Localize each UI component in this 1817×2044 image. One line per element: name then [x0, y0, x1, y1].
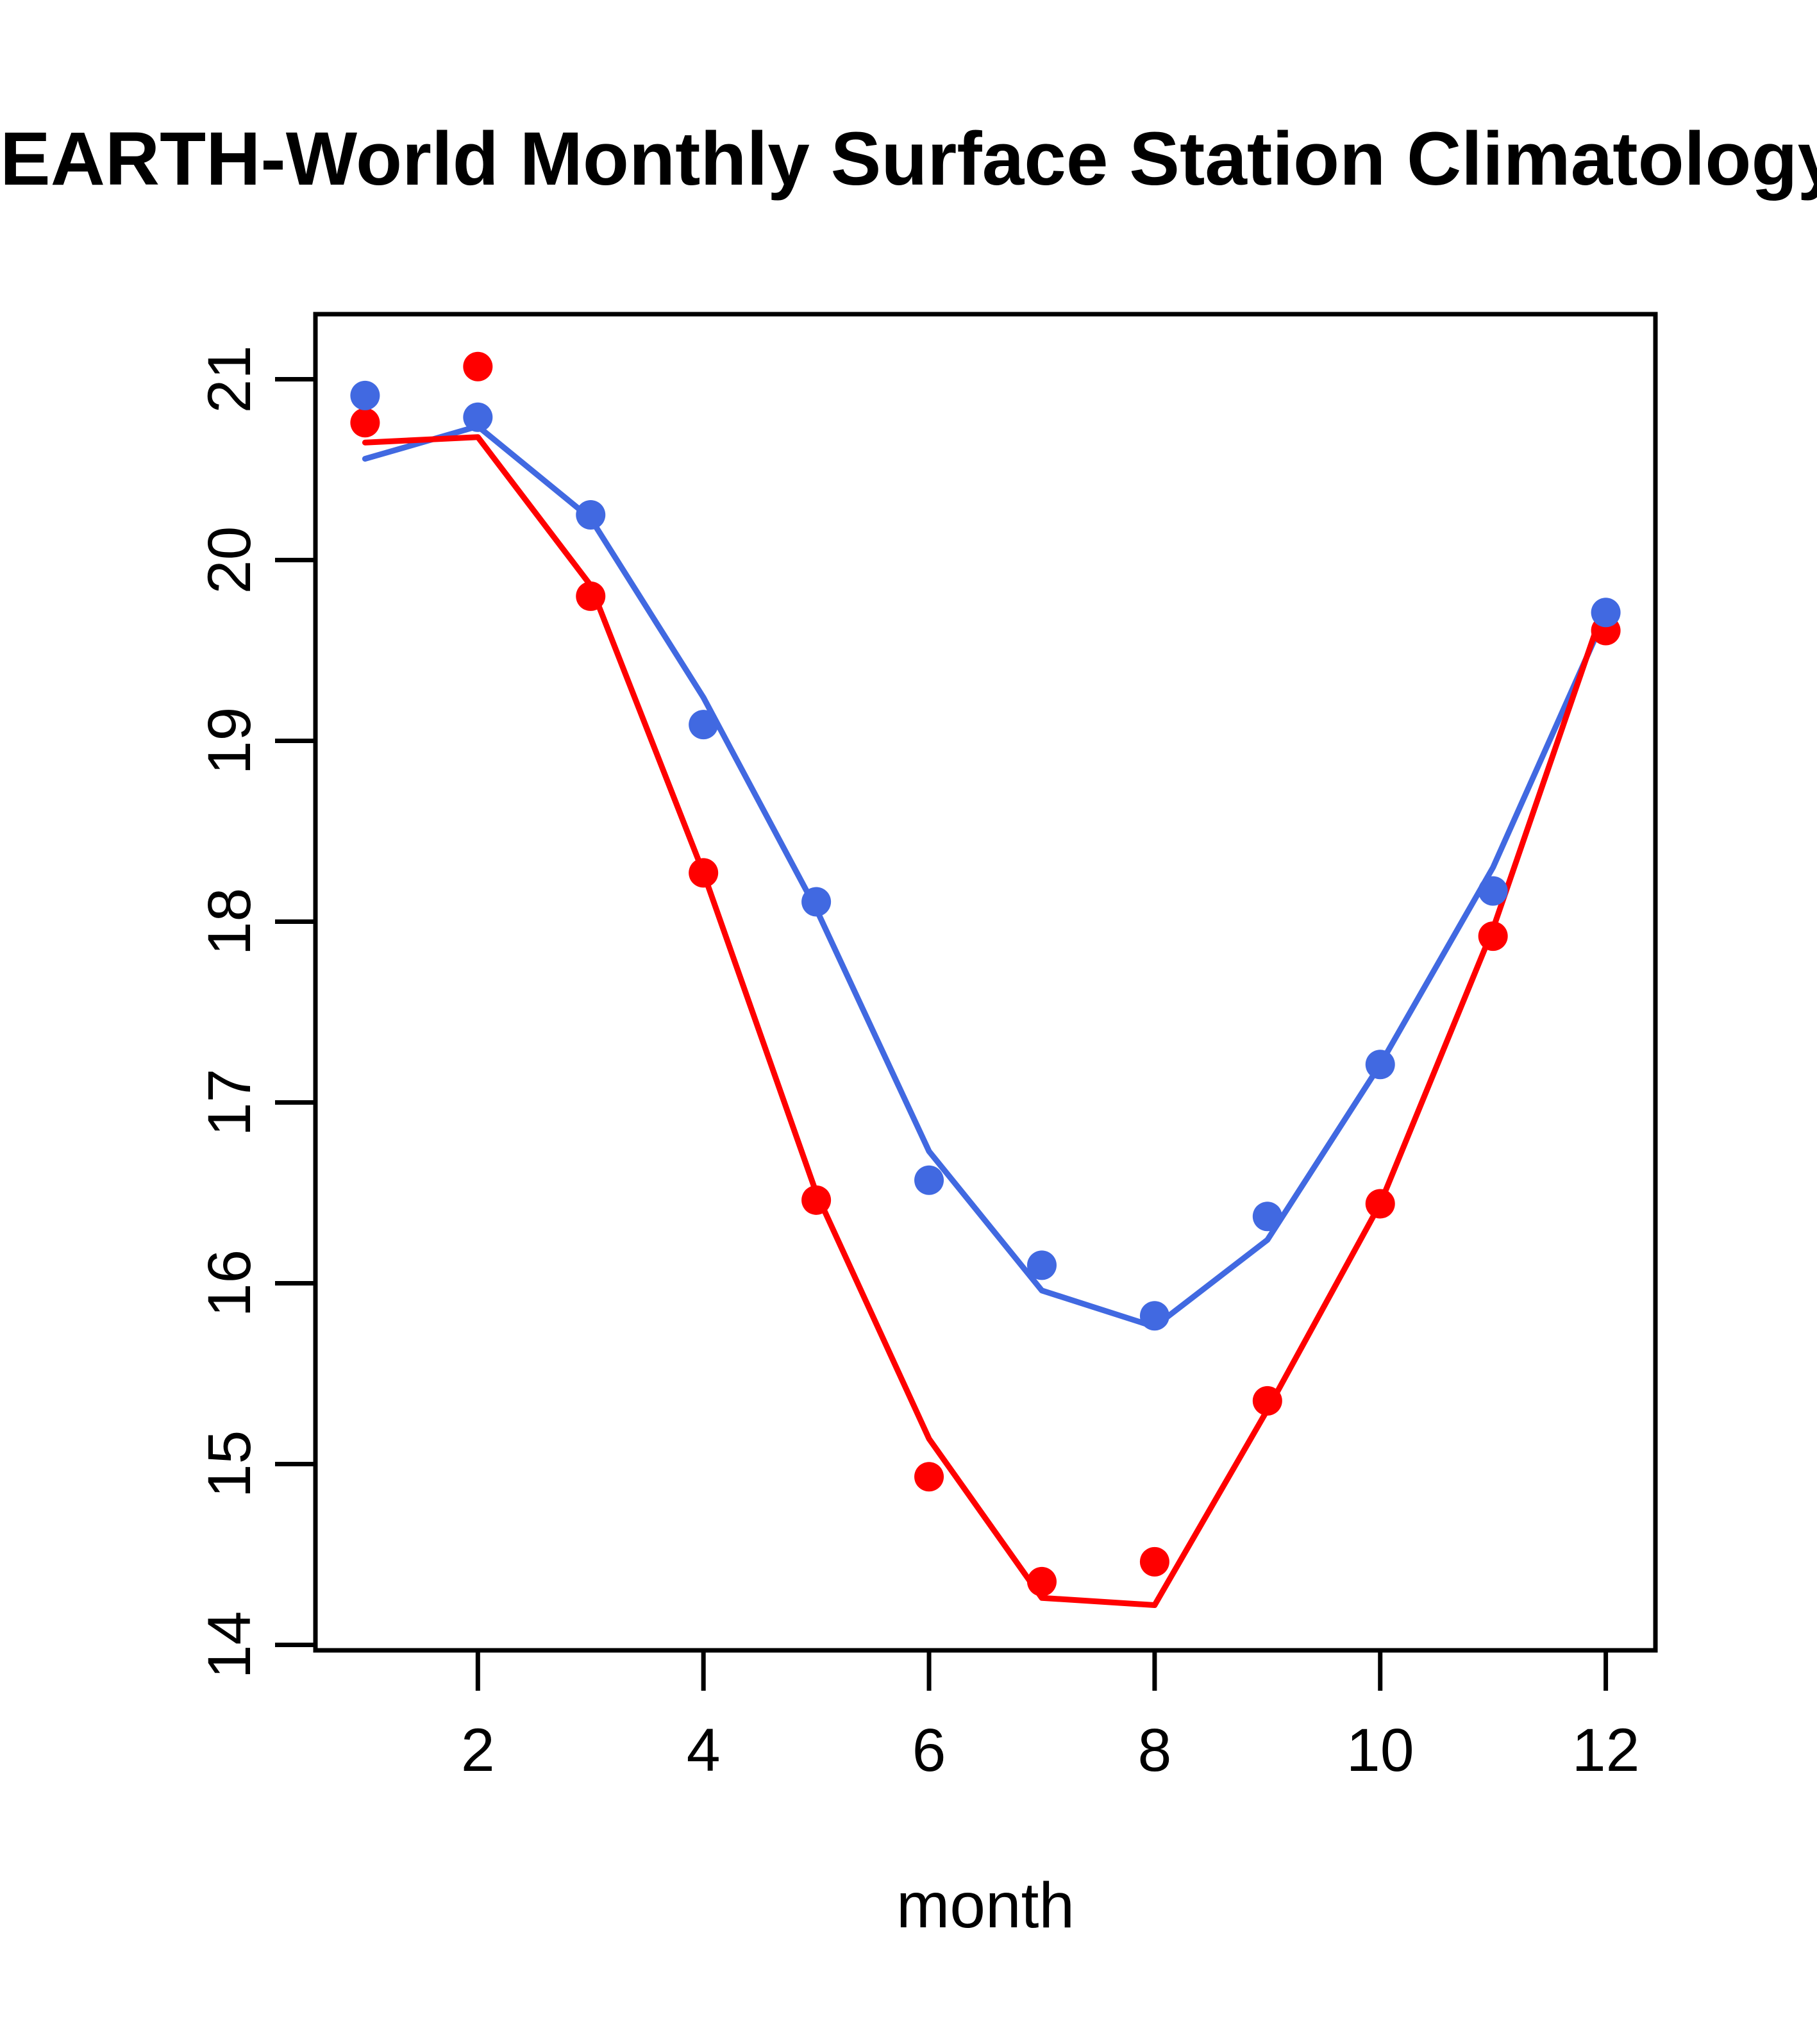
data-point-blue-m10 [1365, 1050, 1395, 1080]
chart-title: EARTH-World Monthly Surface Station Clim… [0, 117, 1817, 201]
y-tick-label: 20 [196, 526, 264, 594]
data-point-red-m5 [801, 1185, 832, 1215]
x-tick-label: 10 [1346, 1716, 1414, 1784]
y-tick-label: 19 [196, 707, 264, 775]
y-tick-label: 16 [196, 1250, 264, 1318]
data-point-blue-m12 [1591, 598, 1621, 628]
data-point-blue-m1 [350, 380, 380, 410]
y-tick-label: 17 [196, 1069, 264, 1137]
data-point-red-m8 [1139, 1546, 1169, 1577]
red-fitted-line [362, 434, 1609, 1608]
y-tick-label: 18 [196, 888, 264, 956]
x-axis-label: month [896, 1870, 1075, 1941]
data-point-red-m6 [914, 1462, 944, 1492]
data-point-blue-m8 [1139, 1301, 1169, 1331]
data-point-blue-m4 [689, 710, 719, 740]
y-tick-label: 21 [196, 346, 264, 414]
y-tick-label: 14 [196, 1611, 264, 1679]
data-point-blue-m3 [576, 500, 606, 530]
data-point-red-m11 [1478, 921, 1508, 951]
plot-box [313, 312, 1658, 1653]
data-point-blue-m5 [801, 887, 832, 917]
data-point-red-m10 [1365, 1189, 1395, 1219]
y-tick-label: 15 [196, 1430, 264, 1498]
data-point-red-m2 [463, 351, 493, 381]
x-tick-label: 8 [1137, 1716, 1171, 1784]
data-point-red-m9 [1252, 1386, 1282, 1416]
data-point-red-m4 [689, 858, 719, 888]
data-point-blue-m6 [914, 1165, 944, 1195]
data-point-red-m7 [1026, 1566, 1057, 1596]
x-tick-label: 12 [1572, 1716, 1640, 1784]
data-point-blue-m11 [1478, 876, 1508, 906]
data-point-blue-m9 [1252, 1202, 1282, 1232]
x-tick-label: 6 [912, 1716, 946, 1784]
x-tick-label: 2 [461, 1716, 495, 1784]
data-point-red-m1 [350, 408, 380, 438]
data-point-red-m3 [576, 581, 606, 611]
data-point-blue-m7 [1026, 1250, 1057, 1280]
x-tick-label: 4 [687, 1716, 721, 1784]
blue-fitted-line [362, 423, 1609, 1330]
data-point-blue-m2 [463, 402, 493, 432]
